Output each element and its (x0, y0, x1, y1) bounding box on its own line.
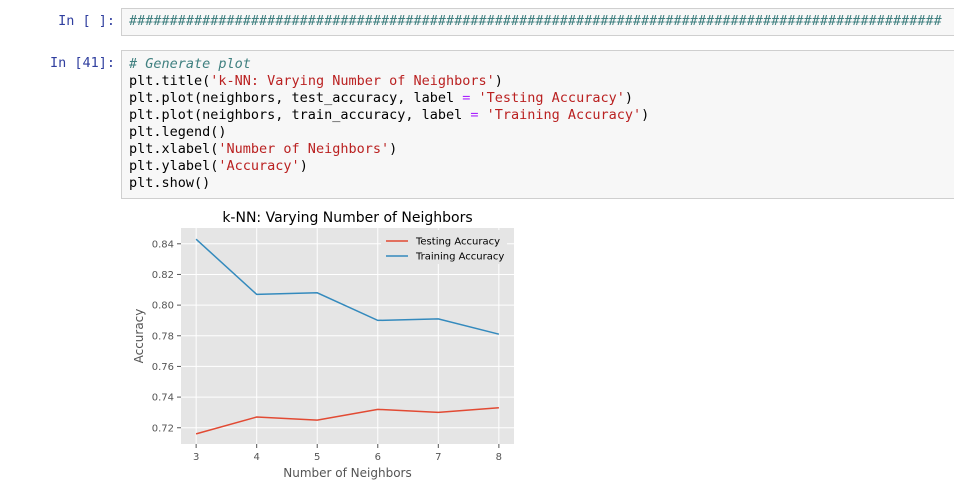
code-line-hashes: ########################################… (129, 13, 942, 29)
x-tick-label: 6 (375, 452, 381, 463)
y-tick-label: 0.72 (152, 423, 174, 434)
x-tick-label: 5 (314, 452, 320, 463)
code-line: # Generate plot (129, 56, 251, 72)
x-tick-label: 3 (193, 452, 199, 463)
code-line: plt.show() (129, 175, 211, 191)
cell-prompt-1: In [ ]: (58, 13, 115, 29)
code-line: plt.xlabel('Number of Neighbors') (129, 141, 398, 157)
y-tick-label: 0.78 (152, 331, 174, 342)
code-cell-2[interactable]: # Generate plot plt.title('k-NN: Varying … (121, 50, 954, 199)
code-line: plt.title('k-NN: Varying Number of Neigh… (129, 73, 503, 89)
code-line: plt.ylabel('Accuracy') (129, 158, 308, 174)
series-line-training-accuracy (195, 238, 500, 335)
cell-prompt-2: In [41]: (49, 55, 115, 71)
code-line: plt.legend() (129, 124, 227, 140)
x-tick-label: 7 (435, 452, 441, 463)
x-tick-label: 8 (496, 452, 502, 463)
legend: Testing Accuracy Training Accuracy (381, 230, 507, 264)
code-cell-1[interactable]: ########################################… (121, 8, 954, 36)
gridlines (181, 228, 514, 444)
code-editor: # Generate plot plt.title('k-NN: Varying … (129, 56, 649, 192)
y-tick-label: 0.80 (152, 301, 174, 312)
legend-label: Testing Accuracy (415, 237, 500, 248)
x-tick-label: 4 (253, 452, 259, 463)
y-tick-label: 0.76 (152, 362, 174, 373)
legend-label: Training Accuracy (415, 252, 504, 263)
y-tick-label: 0.84 (152, 239, 174, 250)
code-line: plt.plot(neighbors, train_accuracy, labe… (129, 107, 650, 123)
series-line-testing-accuracy (195, 407, 499, 435)
chart-title: k-NN: Varying Number of Neighbors (222, 210, 472, 226)
x-axis-label: Number of Neighbors (283, 466, 411, 480)
series-lines (195, 238, 500, 435)
y-tick-label: 0.74 (152, 393, 174, 404)
y-axis-label: Accuracy (132, 309, 146, 364)
code-line: plt.plot(neighbors, test_accuracy, label… (129, 90, 633, 106)
legend-box (381, 230, 507, 264)
axis-ticks: 3 4 5 6 7 8 0.72 0.74 0.76 0.78 0.80 0.82 0.84 (152, 239, 502, 463)
y-tick-label: 0.82 (152, 270, 174, 281)
